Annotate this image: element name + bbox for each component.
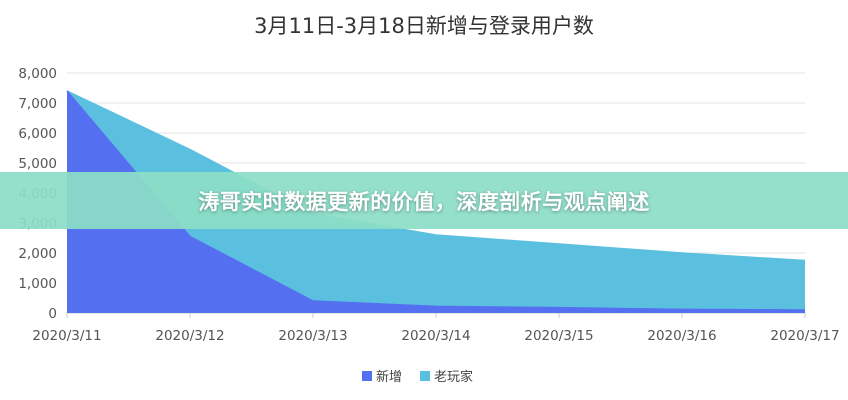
area-series[interactable] [67, 91, 805, 313]
y-tick-label: 6,000 [18, 126, 57, 142]
series-line [66, 90, 806, 262]
series-line [66, 90, 806, 311]
y-tick-label: 0 [48, 306, 57, 322]
headline-text: 涛哥实时数据更新的价值，深度剖析与观点阐述 [198, 189, 650, 214]
x-tick-label: 2020/3/16 [647, 328, 716, 344]
y-tick-label: 7,000 [18, 96, 57, 112]
legend-swatch[interactable] [420, 371, 430, 381]
x-axis-ticks: 2020/3/11 2020/3/12 2020/3/13 2020/3/14 2020… [32, 313, 840, 344]
x-tick-label: 2020/3/17 [770, 328, 839, 344]
y-tick-label: 8,000 [18, 66, 57, 82]
legend-label[interactable]: 新增 [376, 369, 402, 385]
x-tick-label: 2020/3/13 [278, 328, 347, 344]
y-tick-label: 1,000 [18, 276, 57, 292]
legend-swatch[interactable] [362, 371, 372, 381]
y-tick-label: 5,000 [18, 156, 57, 172]
headline-banner: 涛哥实时数据更新的价值，深度剖析与观点阐述 [0, 172, 848, 229]
x-tick-label: 2020/3/12 [155, 328, 224, 344]
x-tick-label: 2020/3/15 [524, 328, 593, 344]
chart-title: 3月11日-3月18日新增与登录用户数 [254, 14, 594, 38]
series-areas [66, 90, 806, 313]
legend[interactable]: 新增 老玩家 [362, 369, 473, 385]
legend-label[interactable]: 老玩家 [434, 369, 473, 385]
x-tick-label: 2020/3/14 [401, 328, 470, 344]
y-tick-label: 2,000 [18, 246, 57, 262]
x-tick-label: 2020/3/11 [32, 328, 101, 344]
area-series[interactable] [67, 91, 805, 313]
